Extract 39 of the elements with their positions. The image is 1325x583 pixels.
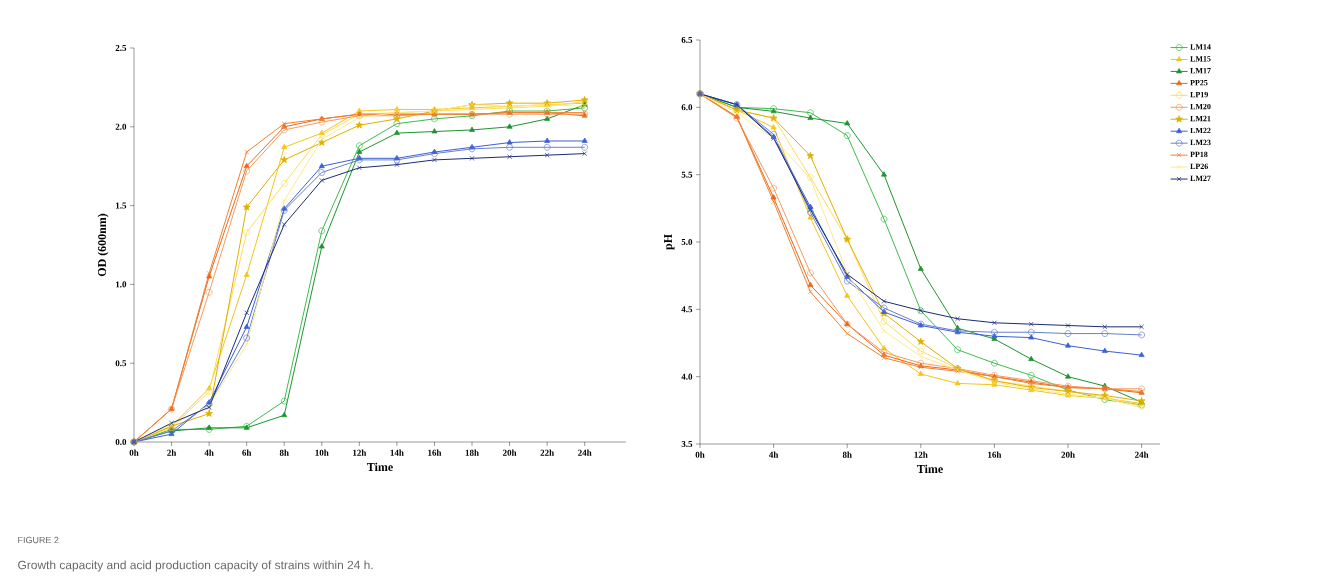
x-tick-label: 24h [1135, 451, 1149, 458]
y-tick-label: 2.5 [115, 44, 127, 52]
x-tick-label: 0h [129, 449, 139, 456]
x-tick-label: 10h [315, 449, 329, 456]
y-tick-label: 4.0 [681, 373, 693, 380]
y-tick-label: 2.0 [115, 123, 127, 130]
x-tick-label: 2h [167, 449, 177, 456]
y-axis-title: pH [664, 234, 675, 250]
x-axis-title: Time [917, 464, 943, 474]
x-tick-label: 18h [465, 449, 479, 456]
y-tick-label: 5.5 [681, 171, 693, 178]
y-tick-label: 6.0 [681, 104, 693, 111]
x-tick-label: 12h [914, 451, 928, 458]
y-tick-label: 3.5 [681, 440, 693, 448]
x-tick-label: 24h [578, 449, 592, 456]
y-tick-label: 4.5 [681, 306, 693, 313]
caption: FIGURE 2 [18, 536, 59, 544]
x-tick-label: 0h [695, 451, 705, 458]
x-tick-label: 20h [1061, 451, 1075, 458]
y-tick-label: 6.5 [681, 36, 693, 44]
x-tick-label: 14h [390, 449, 404, 456]
x-tick-label: 6h [242, 449, 252, 456]
x-tick-label: 4h [204, 449, 214, 456]
x-tick-label: 16h [988, 451, 1002, 458]
x-tick-label: 4h [769, 451, 779, 458]
x-tick-label: 8h [279, 449, 289, 456]
y-tick-label: 1.5 [116, 202, 127, 209]
y-tick-label: 0.0 [115, 438, 127, 446]
x-axis-title: Time [367, 462, 393, 472]
y-tick-label: 0.5 [115, 360, 127, 367]
y-tick-label: 1.0 [116, 281, 127, 288]
y-axis-title: OD (600nm) [97, 213, 109, 277]
text: Growth capacity and acid production capacity of strains within 24 h. [18, 560, 373, 572]
x-tick-label: 22h [540, 449, 554, 456]
y-tick-label: 5.0 [681, 238, 693, 246]
x-tick-label: 16h [428, 449, 442, 456]
x-tick-label: 12h [353, 449, 367, 456]
x-tick-label: 8h [842, 451, 852, 458]
x-tick-label: 20h [502, 449, 517, 456]
